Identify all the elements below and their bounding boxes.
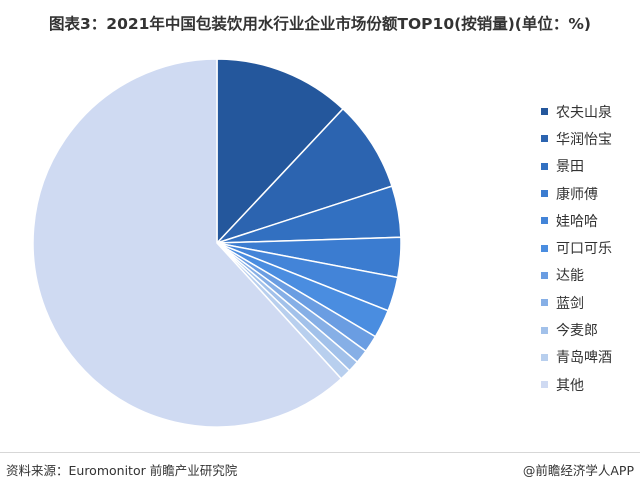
chart-title: 图表3：2021年中国包装饮用水行业企业市场份额TOP10(按销量)(单位：%) [49, 15, 591, 33]
legend-item-2: 景田 [541, 153, 612, 180]
legend-swatch [541, 299, 548, 307]
legend-item-5: 可口可乐 [541, 234, 612, 261]
legend-swatch [541, 190, 548, 198]
pie-slice-0 [216, 58, 345, 245]
legend-label: 青岛啤酒 [556, 350, 612, 367]
legend-label: 可口可乐 [556, 241, 612, 258]
legend-item-1: 华润怡宝 [541, 125, 612, 152]
legend-label: 娃哈哈 [556, 213, 598, 230]
credit-note: @前瞻经济学人APP [522, 463, 634, 478]
legend-item-8: 今麦郎 [541, 316, 612, 343]
pie-slice-10 [32, 58, 343, 428]
legend-item-3: 康师傅 [541, 180, 612, 207]
pie-slice-1 [216, 107, 393, 244]
legend-label: 其他 [556, 377, 584, 394]
legend-swatch [541, 326, 548, 334]
legend-swatch [541, 381, 548, 389]
legend-swatch [541, 108, 548, 116]
legend-item-4: 娃哈哈 [541, 207, 612, 234]
legend-label: 今麦郎 [556, 323, 598, 340]
legend-swatch [541, 244, 548, 252]
legend-item-7: 蓝剑 [541, 289, 612, 316]
legend-label: 农夫山泉 [556, 104, 612, 121]
legend-item-6: 达能 [541, 262, 612, 289]
legend-swatch [541, 217, 548, 225]
legend-item-0: 农夫山泉 [541, 98, 612, 125]
footer-divider [0, 452, 640, 453]
legend-item-10: 其他 [541, 371, 612, 398]
legend-swatch [541, 353, 548, 361]
chart-legend: 农夫山泉华润怡宝景田康师傅娃哈哈可口可乐达能蓝剑今麦郎青岛啤酒其他 [541, 98, 612, 398]
legend-swatch [541, 162, 548, 170]
legend-label: 蓝剑 [556, 295, 584, 312]
legend-label: 达能 [556, 268, 584, 285]
source-note: 资料来源：Euromonitor 前瞻产业研究院 [6, 463, 238, 478]
legend-label: 康师傅 [556, 186, 598, 203]
legend-label: 华润怡宝 [556, 131, 612, 148]
legend-item-9: 青岛啤酒 [541, 344, 612, 371]
legend-label: 景田 [556, 159, 584, 176]
legend-swatch [541, 135, 548, 143]
legend-swatch [541, 271, 548, 279]
